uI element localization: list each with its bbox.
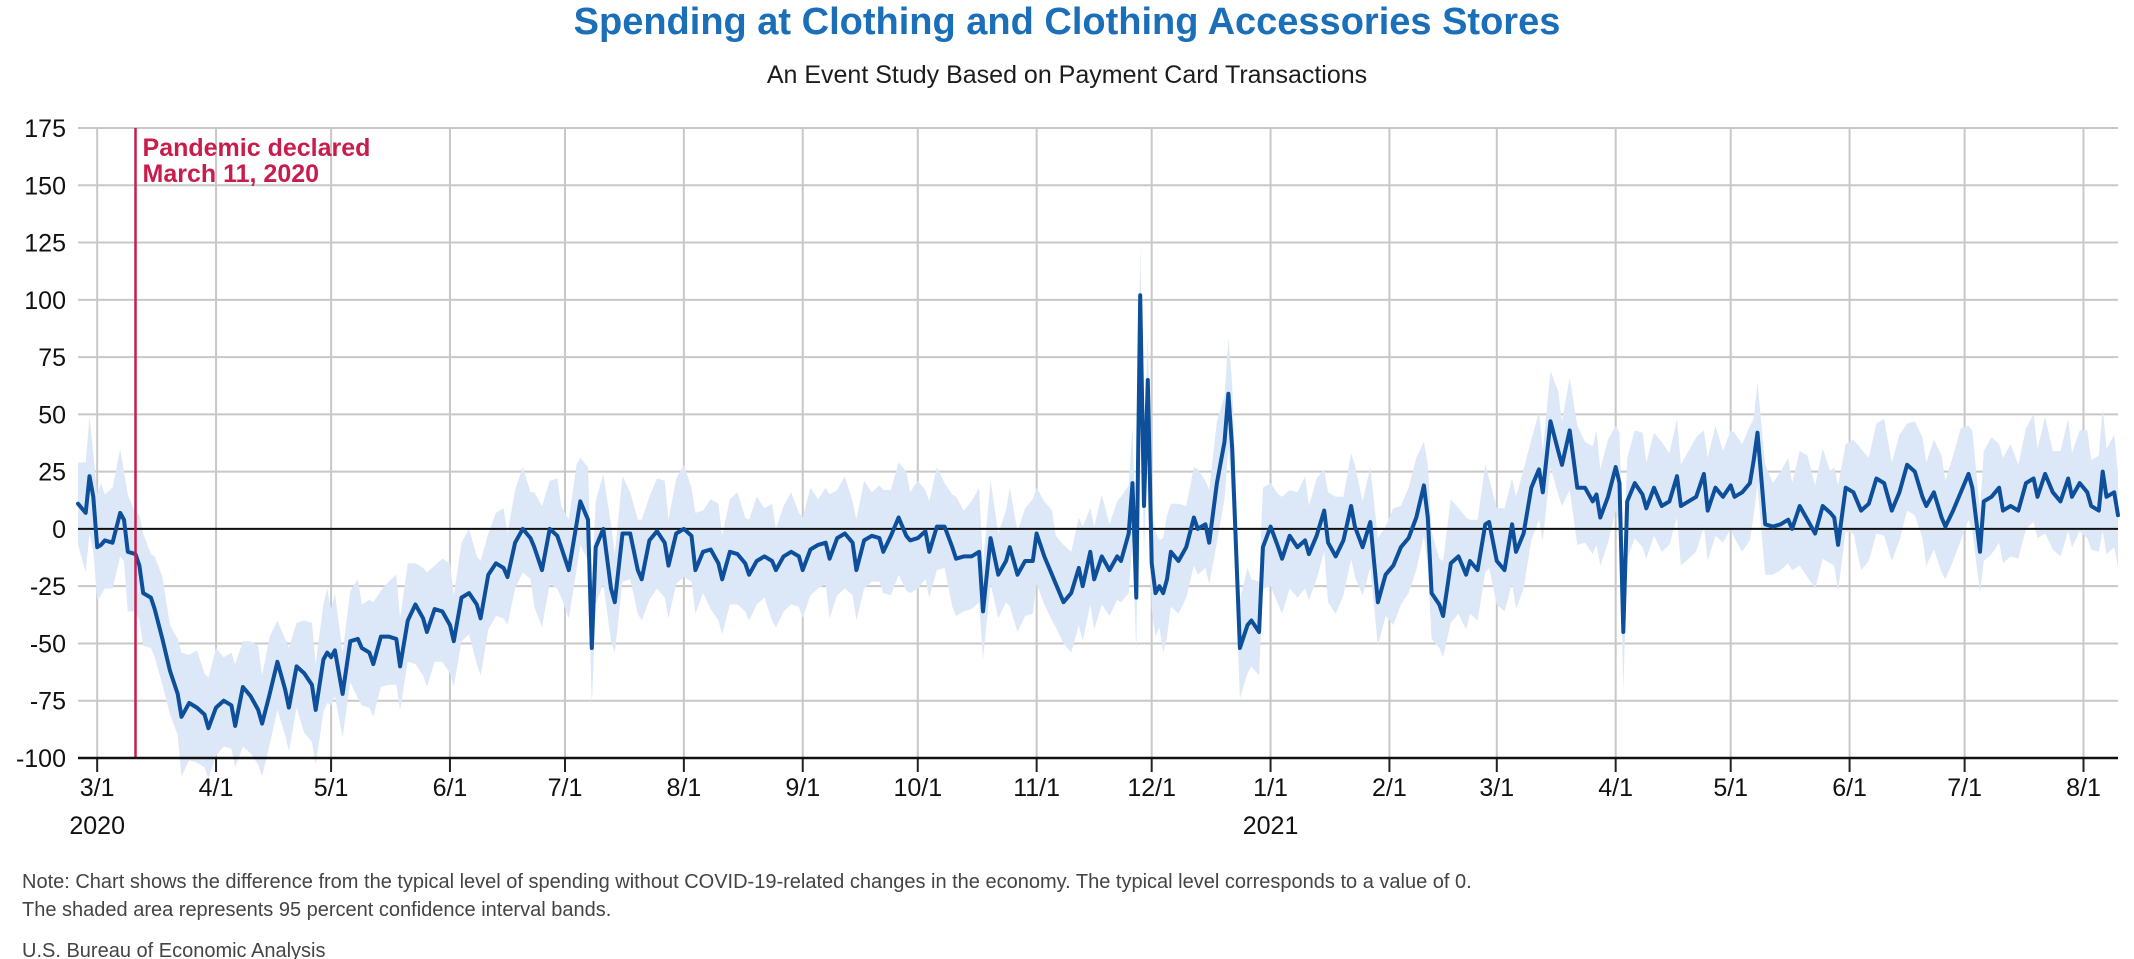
x-tick-label: 5/1: [314, 774, 349, 802]
confidence-band-area: [78, 244, 2118, 779]
x-tick-label: 3/1: [80, 774, 115, 802]
chart-subtitle: An Event Study Based on Payment Card Tra…: [767, 61, 1367, 89]
spending-series-line: [76, 293, 2120, 731]
x-tick-label: 7/1: [548, 774, 583, 802]
x-year-label: 2020: [69, 812, 125, 840]
x-tick-label: 11/1: [1013, 774, 1060, 802]
x-tick-label: 10/1: [893, 774, 942, 802]
y-tick-label: 25: [38, 459, 66, 487]
y-tick-label: 100: [24, 287, 66, 315]
series-line: [76, 293, 2120, 731]
note-line-2: The shaded area represents 95 percent co…: [22, 899, 611, 921]
x-tick-label: 4/1: [199, 774, 234, 802]
y-tick-label: 150: [24, 172, 66, 200]
y-tick-label: 75: [38, 344, 66, 372]
x-axis: 3/1 2020 4/1 5/1 6/1 7/1 8/1 9/1 10/1 11/1 12/1 1/1…: [69, 756, 2118, 840]
x-tick-label: 1/1: [1253, 774, 1288, 802]
y-tick-label: 125: [24, 230, 66, 258]
y-tick-label: -100: [16, 745, 66, 773]
annotation-group: Pandemic declared March 11, 2020: [134, 128, 371, 758]
x-tick-label: 6/1: [1832, 774, 1867, 802]
chart-title: Spending at Clothing and Clothing Access…: [574, 1, 1561, 43]
x-tick-label: 5/1: [1713, 774, 1748, 802]
confidence-band: [78, 244, 2118, 779]
x-tick-label: 4/1: [1598, 774, 1633, 802]
y-tick-label: -50: [30, 630, 66, 658]
x-year-label: 2021: [1243, 812, 1299, 840]
y-tick-label: -25: [30, 573, 66, 601]
annotation-label-line1: Pandemic declared: [143, 134, 371, 162]
y-axis: 175 150 125 100 75 50 25 0 -25 -50 -75 -100: [16, 115, 66, 773]
x-tick-label: 9/1: [785, 774, 820, 802]
y-tick-label: 0: [52, 516, 66, 544]
x-tick-label: 8/1: [666, 774, 701, 802]
x-tick-label: 3/1: [1479, 774, 1514, 802]
x-tick-label: 12/1: [1127, 774, 1176, 802]
x-tick-label: 7/1: [1947, 774, 1982, 802]
y-tick-label: 175: [24, 115, 66, 143]
y-tick-label: -75: [30, 688, 66, 716]
y-tick-label: 50: [38, 401, 66, 429]
annotation-label-line2: March 11, 2020: [143, 160, 320, 188]
x-tick-label: 2/1: [1372, 774, 1407, 802]
source-label: U.S. Bureau of Economic Analysis: [22, 940, 325, 959]
x-tick-label: 8/1: [2066, 774, 2101, 802]
x-tick-label: 6/1: [433, 774, 468, 802]
note-line-1: Note: Chart shows the difference from th…: [22, 871, 1472, 893]
